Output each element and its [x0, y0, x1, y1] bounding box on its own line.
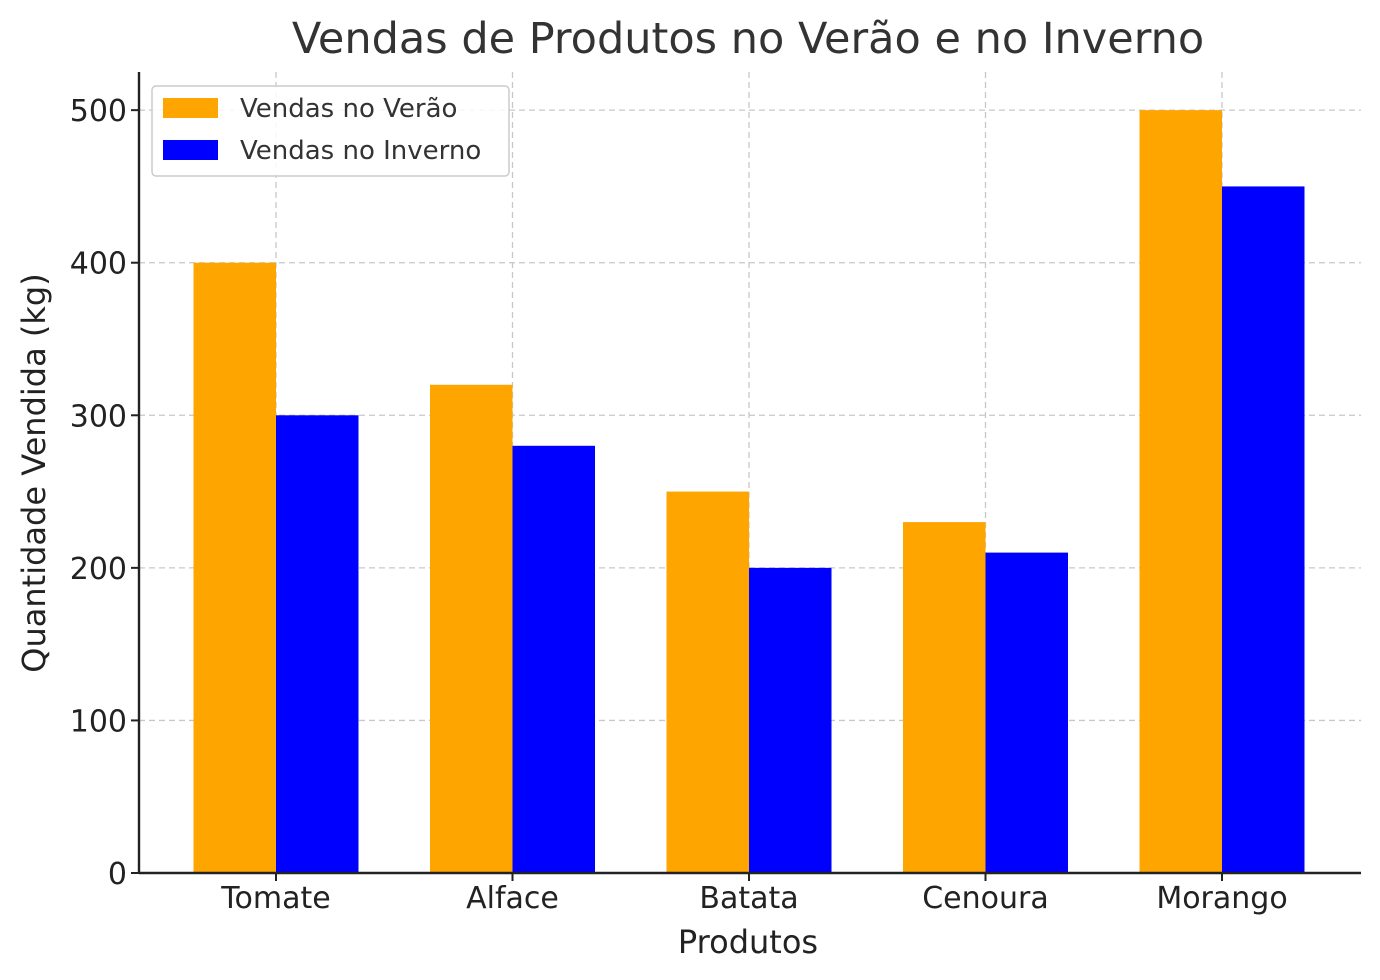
x-tick-label-batata: Batata	[699, 881, 798, 916]
bar-winter-batata	[749, 567, 832, 873]
bar-summer-batata	[666, 491, 749, 873]
legend-label-summer: Vendas no Verão	[240, 94, 457, 124]
y-axis-label: Quantidade Vendida (kg)	[15, 273, 53, 672]
legend: Vendas no Verão Vendas no Inverno	[151, 85, 510, 177]
x-tick-label-tomate: Tomate	[220, 881, 330, 916]
y-tick-label: 300	[70, 399, 127, 434]
bar-summer-tomate	[193, 262, 276, 873]
bar-winter-morango	[1222, 186, 1305, 873]
axes	[131, 72, 1361, 881]
y-tick-label: 0	[108, 857, 127, 892]
legend-swatch-winter	[163, 140, 218, 160]
y-tick-label: 400	[70, 247, 127, 282]
legend-label-winter: Vendas no Inverno	[240, 136, 481, 166]
x-tick-label-cenoura: Cenoura	[922, 881, 1049, 916]
legend-swatch-summer	[163, 98, 218, 118]
x-axis-label: Produtos	[678, 923, 818, 961]
bar-winter-alface	[512, 445, 595, 873]
chart-title: Vendas de Produtos no Verão e no Inverno	[292, 14, 1204, 64]
tick-labels: 0 100 200 300 400 500 Tomate Alface Batata Cenour…	[70, 94, 1288, 916]
x-tick-label-morango: Morango	[1156, 881, 1287, 916]
y-tick-label: 100	[70, 704, 127, 739]
bars	[193, 110, 1305, 873]
bar-winter-cenoura	[985, 552, 1068, 873]
bar-summer-morango	[1139, 110, 1222, 873]
bar-winter-tomate	[276, 415, 359, 873]
legend-frame	[151, 85, 510, 177]
x-tick-label-alface: Alface	[466, 881, 559, 916]
y-tick-label: 500	[70, 94, 127, 129]
bar-summer-cenoura	[903, 522, 986, 873]
y-tick-label: 200	[70, 552, 127, 587]
bar-summer-alface	[430, 384, 513, 873]
